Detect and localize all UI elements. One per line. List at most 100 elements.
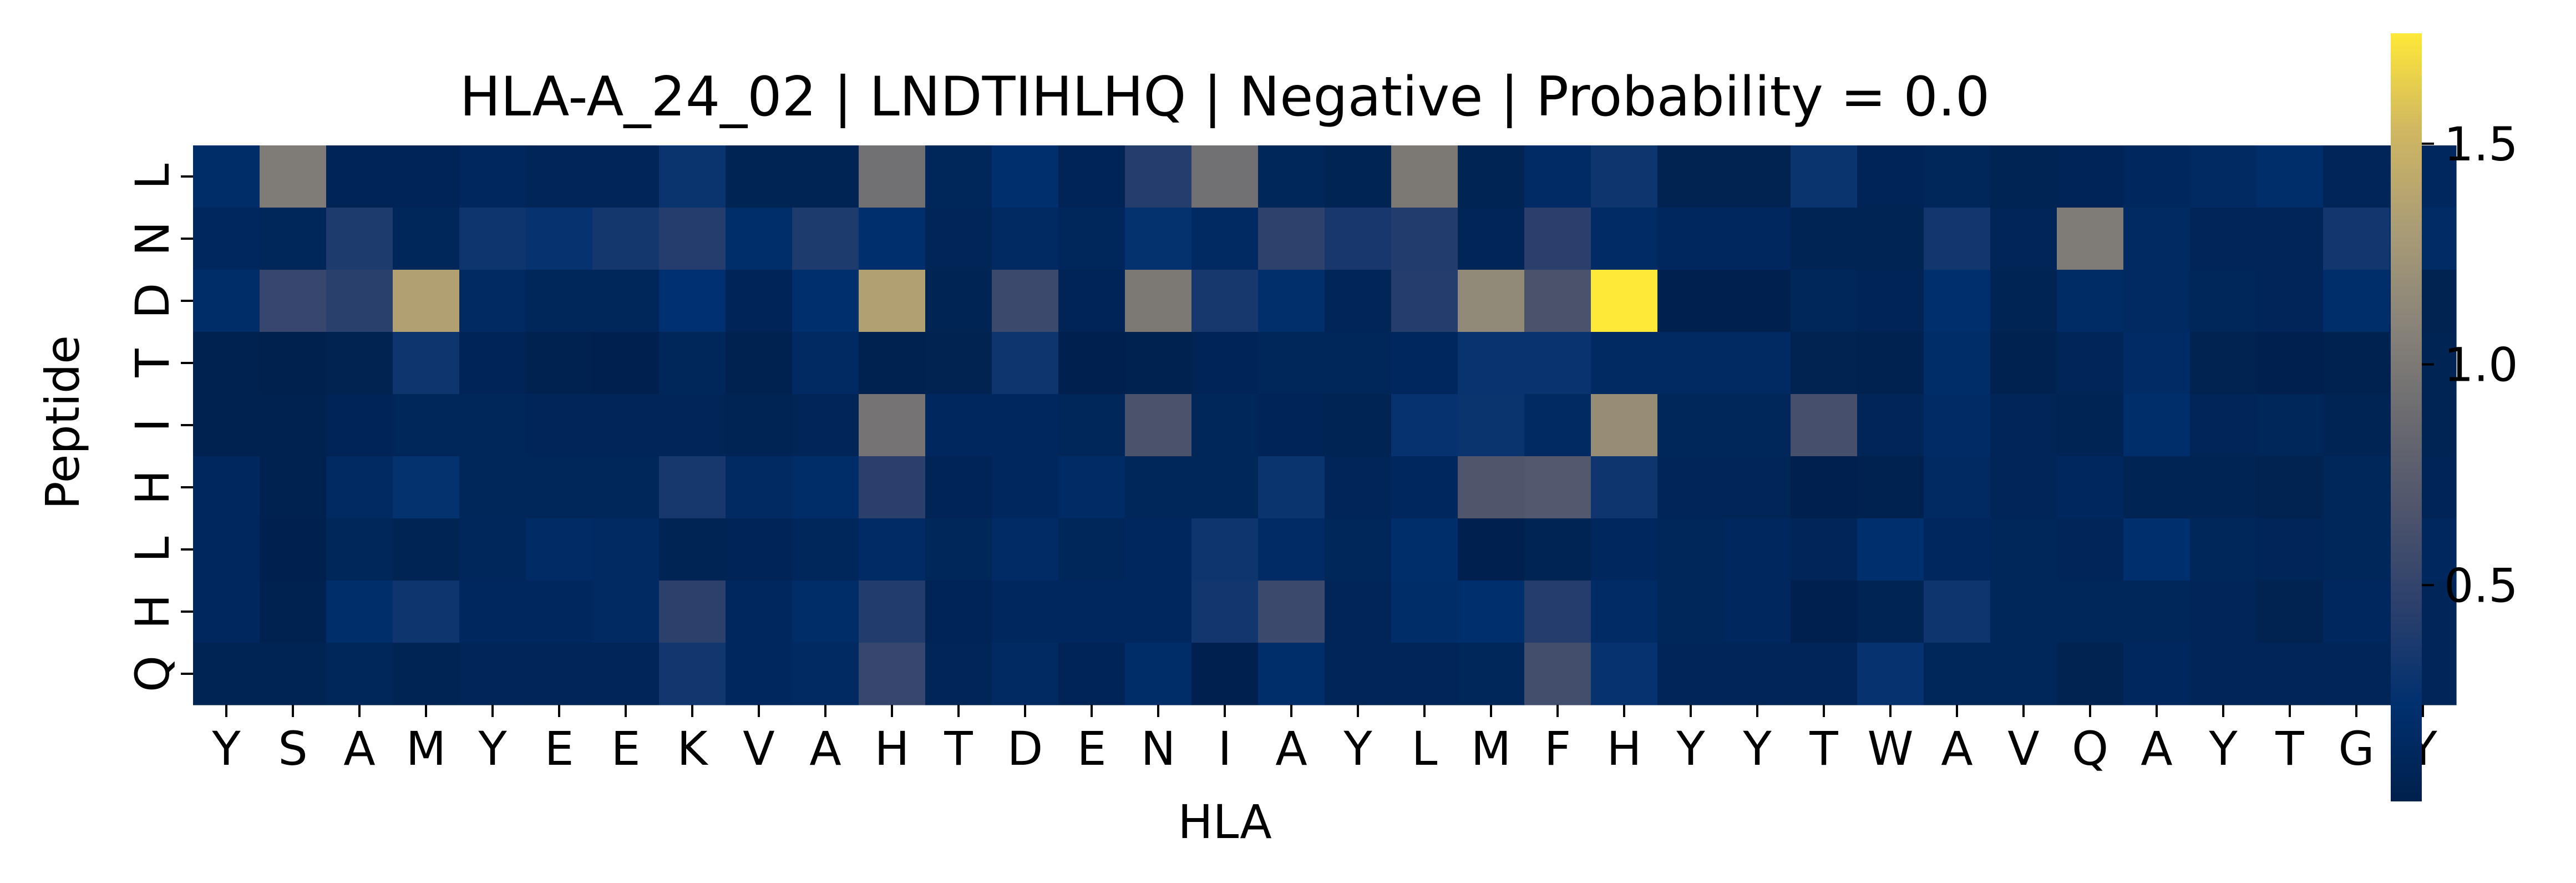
heatmap-cell — [1990, 456, 2057, 519]
y-tick-label: T — [125, 349, 180, 378]
y-tick-label: Q — [125, 655, 180, 692]
y-tick-label: H — [125, 470, 180, 504]
heatmap-cell — [393, 332, 460, 395]
heatmap-cell — [1258, 394, 1325, 457]
heatmap-cell — [1990, 145, 2057, 208]
heatmap-cell — [2323, 394, 2390, 457]
heatmap-cell — [1791, 518, 1858, 581]
heatmap-cell — [526, 394, 593, 457]
colorbar — [2391, 33, 2422, 801]
heatmap-cell — [1724, 456, 1791, 519]
heatmap-cell — [1458, 208, 1525, 270]
heatmap-cell — [1657, 456, 1725, 519]
heatmap-cell — [459, 518, 526, 581]
heatmap-cell — [1857, 332, 1924, 395]
x-axis-label: HLA — [1178, 795, 1271, 849]
heatmap-cell — [326, 394, 393, 457]
heatmap-cell — [326, 643, 393, 705]
heatmap-cell — [1258, 518, 1325, 581]
heatmap-cell — [193, 145, 260, 208]
heatmap-cell — [992, 581, 1059, 643]
heatmap-cell — [659, 581, 726, 643]
heatmap-cell — [1924, 145, 1991, 208]
heatmap-cell — [1391, 456, 1458, 519]
heatmap-cell — [859, 518, 926, 581]
heatmap-cell — [1591, 581, 1658, 643]
heatmap-cell — [1791, 394, 1858, 457]
heatmap-cell — [859, 456, 926, 519]
heatmap-cell — [1191, 581, 1259, 643]
heatmap-cell — [1857, 581, 1924, 643]
x-tick-label: A — [2141, 721, 2172, 776]
heatmap-cell — [992, 208, 1059, 270]
y-tick-label: L — [125, 163, 180, 189]
x-tick-label: E — [1077, 721, 1106, 776]
heatmap-cell — [393, 208, 460, 270]
heatmap-cell — [1524, 518, 1591, 581]
heatmap-cell — [1458, 643, 1525, 705]
heatmap-cell — [1391, 270, 1458, 332]
heatmap-cell — [859, 270, 926, 332]
heatmap-cell — [526, 208, 593, 270]
heatmap-cell — [2123, 270, 2190, 332]
heatmap-cell — [2323, 208, 2390, 270]
heatmap-cell — [1458, 456, 1525, 519]
heatmap-cell — [992, 270, 1059, 332]
heatmap-cell — [659, 643, 726, 705]
heatmap-cell — [326, 518, 393, 581]
heatmap-cell — [2123, 581, 2190, 643]
heatmap-cell — [925, 332, 992, 395]
x-tick-label: M — [1471, 721, 1511, 776]
heatmap-cell — [193, 208, 260, 270]
heatmap-cell — [726, 270, 793, 332]
heatmap-cell — [1657, 208, 1725, 270]
x-tick-label: A — [1275, 721, 1307, 776]
heatmap-cell — [1191, 643, 1259, 705]
heatmap-cell — [1058, 208, 1125, 270]
heatmap-cell — [1125, 581, 1192, 643]
heatmap-cell — [1791, 643, 1858, 705]
heatmap-cell — [2123, 394, 2190, 457]
heatmap-cell — [326, 456, 393, 519]
heatmap-cell — [1258, 270, 1325, 332]
heatmap-cell — [2123, 208, 2190, 270]
heatmap-cell — [2323, 518, 2390, 581]
heatmap-cell — [2323, 581, 2390, 643]
heatmap-cell — [2256, 518, 2324, 581]
heatmap-cell — [193, 270, 260, 332]
heatmap-cell — [1990, 643, 2057, 705]
heatmap-cell — [1524, 145, 1591, 208]
heatmap-cell — [2256, 208, 2324, 270]
heatmap-cell — [726, 643, 793, 705]
heatmap-cell — [925, 581, 992, 643]
heatmap-cell — [326, 145, 393, 208]
heatmap-cell — [1125, 456, 1192, 519]
heatmap-cell — [2057, 518, 2124, 581]
heatmap-cell — [260, 208, 327, 270]
heatmap-cell — [193, 394, 260, 457]
heatmap-cell — [326, 270, 393, 332]
x-tick-label: Y — [1343, 721, 1372, 776]
x-tick-label: G — [2338, 721, 2374, 776]
heatmap-cell — [2123, 456, 2190, 519]
heatmap-cell — [326, 581, 393, 643]
heatmap-cell — [260, 145, 327, 208]
x-tick-label: Y — [211, 721, 241, 776]
heatmap-cell — [659, 145, 726, 208]
heatmap-cell — [1258, 456, 1325, 519]
heatmap-cell — [2256, 643, 2324, 705]
heatmap-cell — [459, 643, 526, 705]
heatmap-cell — [1258, 145, 1325, 208]
heatmap-cell — [1258, 643, 1325, 705]
x-tick-label: W — [1867, 721, 1913, 776]
heatmap-cell — [260, 518, 327, 581]
x-tick-label: Y — [478, 721, 507, 776]
y-tick-label: H — [125, 594, 180, 629]
heatmap-cell — [2057, 270, 2124, 332]
heatmap-cell — [1990, 208, 2057, 270]
heatmap-cell — [526, 518, 593, 581]
heatmap-cell — [2323, 145, 2390, 208]
heatmap-cell — [992, 394, 1059, 457]
heatmap-cell — [1591, 394, 1658, 457]
heatmap-cell — [1990, 394, 2057, 457]
